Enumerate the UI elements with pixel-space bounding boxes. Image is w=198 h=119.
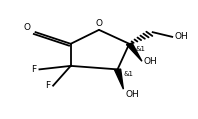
- Text: &1: &1: [123, 71, 133, 77]
- Text: O: O: [95, 19, 103, 28]
- Text: OH: OH: [144, 57, 158, 66]
- Text: O: O: [24, 23, 31, 32]
- Text: &1: &1: [135, 46, 145, 52]
- Text: F: F: [45, 81, 50, 90]
- Polygon shape: [126, 43, 142, 61]
- Text: OH: OH: [125, 90, 139, 99]
- Text: F: F: [31, 65, 36, 74]
- Polygon shape: [114, 69, 123, 89]
- Text: OH: OH: [174, 32, 188, 41]
